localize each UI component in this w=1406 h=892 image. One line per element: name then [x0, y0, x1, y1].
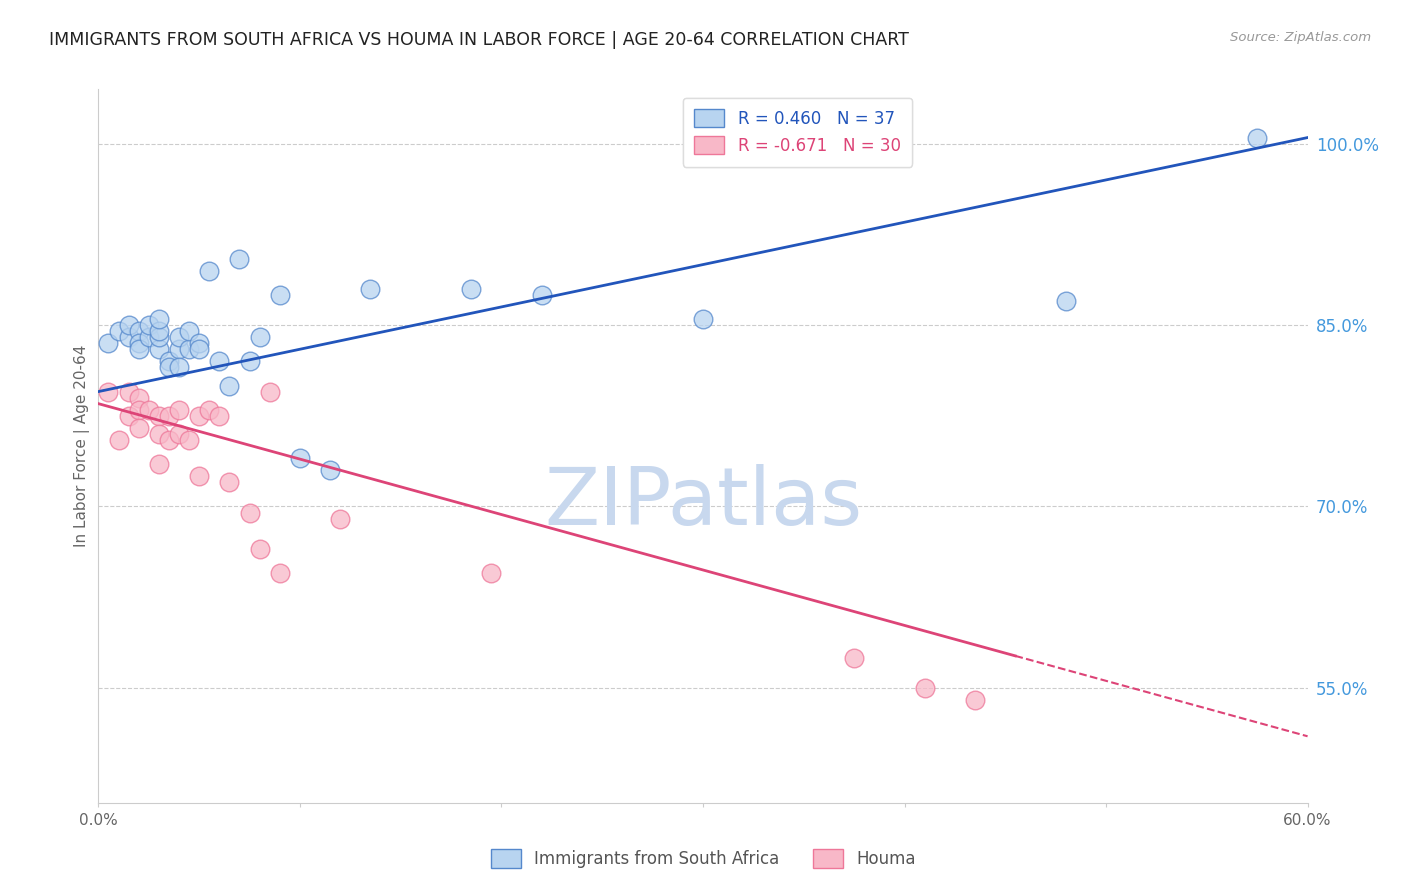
Point [1246, 130, 1268, 145]
Point [128, 402, 150, 417]
Point [249, 330, 271, 344]
Point [228, 252, 250, 266]
Point [118, 330, 141, 344]
Point [157, 354, 180, 368]
Point [288, 451, 311, 466]
Point [179, 324, 201, 338]
Text: Source: ZipAtlas.com: Source: ZipAtlas.com [1230, 31, 1371, 45]
Point [692, 312, 714, 326]
Point [319, 463, 342, 477]
Point [128, 343, 150, 357]
Point [179, 343, 201, 357]
Point [148, 330, 170, 344]
Point [128, 324, 150, 338]
Point [249, 541, 271, 556]
Point [218, 378, 240, 392]
Point [198, 263, 221, 277]
Point [208, 354, 231, 368]
Legend: Immigrants from South Africa, Houma: Immigrants from South Africa, Houma [484, 843, 922, 875]
Point [148, 457, 170, 471]
Point [481, 566, 503, 580]
Point [360, 282, 382, 296]
Point [208, 409, 231, 423]
Point [198, 402, 221, 417]
Legend: R = 0.460   N = 37, R = -0.671   N = 30: R = 0.460 N = 37, R = -0.671 N = 30 [683, 97, 912, 167]
Point [128, 336, 150, 351]
Point [188, 336, 211, 351]
Point [167, 360, 190, 375]
Point [138, 402, 160, 417]
Point [1054, 293, 1077, 308]
Point [179, 433, 201, 447]
Point [128, 421, 150, 435]
Point [329, 511, 352, 525]
Point [148, 409, 170, 423]
Point [128, 391, 150, 405]
Point [97, 336, 120, 351]
Point [269, 288, 291, 302]
Point [239, 506, 262, 520]
Text: ZIPatlas: ZIPatlas [544, 464, 862, 542]
Point [844, 650, 866, 665]
Point [167, 330, 190, 344]
Point [148, 426, 170, 441]
Point [148, 324, 170, 338]
Point [269, 566, 291, 580]
Point [107, 433, 129, 447]
Point [148, 312, 170, 326]
Text: IMMIGRANTS FROM SOUTH AFRICA VS HOUMA IN LABOR FORCE | AGE 20-64 CORRELATION CHA: IMMIGRANTS FROM SOUTH AFRICA VS HOUMA IN… [49, 31, 910, 49]
Point [965, 693, 987, 707]
Point [167, 402, 190, 417]
Point [167, 426, 190, 441]
Point [138, 330, 160, 344]
Point [118, 318, 141, 332]
Point [460, 282, 482, 296]
Point [259, 384, 281, 399]
Point [167, 343, 190, 357]
Point [188, 469, 211, 483]
Point [188, 343, 211, 357]
Point [188, 409, 211, 423]
Point [239, 354, 262, 368]
Point [107, 324, 129, 338]
Point [530, 288, 553, 302]
Point [118, 409, 141, 423]
Y-axis label: In Labor Force | Age 20-64: In Labor Force | Age 20-64 [75, 345, 90, 547]
Point [914, 681, 936, 695]
Point [97, 384, 120, 399]
Point [118, 384, 141, 399]
Point [148, 343, 170, 357]
Point [218, 475, 240, 490]
Point [157, 409, 180, 423]
Point [138, 318, 160, 332]
Point [157, 433, 180, 447]
Point [157, 360, 180, 375]
